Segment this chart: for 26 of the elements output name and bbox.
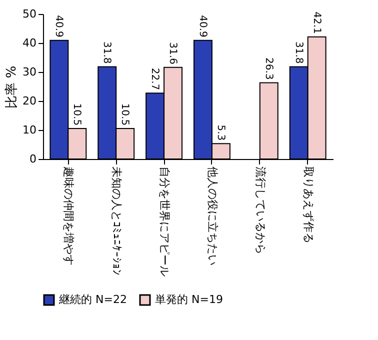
x-tick-label: 流行しているから: [254, 166, 267, 254]
y-tick-label: 40: [22, 36, 36, 50]
legend-label: 継続的 N=22: [58, 293, 127, 306]
data-label: 40.9: [53, 15, 64, 38]
legend-label: 単発的 N=19: [155, 293, 223, 306]
data-label: 31.8: [101, 42, 112, 64]
data-label: 22.7: [149, 68, 160, 90]
x-tick-label: 取りあえず作る: [302, 166, 315, 244]
y-tick-label: 30: [22, 66, 36, 78]
data-label: 42.1: [310, 12, 322, 34]
x-tick-label: 他人の役に立ちたい: [206, 166, 219, 266]
data-label: 5.3: [214, 124, 226, 141]
data-label: 10.5: [119, 103, 130, 126]
y-tick-label: 20: [22, 94, 36, 108]
data-label: 40.9: [196, 15, 208, 38]
y-tick-label: 10: [22, 124, 36, 136]
data-label: 31.6: [167, 42, 178, 64]
x-tick-label: 趣味の仲間を増やす: [62, 166, 76, 266]
y-tick-label: 0: [30, 152, 36, 166]
data-label: 26.3: [262, 57, 274, 80]
data-label: 10.5: [71, 103, 82, 126]
y-axis-title: 比率 %: [4, 66, 20, 108]
x-tick-label: 未知の人とｺﾐｭﾆｹｰｼｮﾝ: [110, 166, 124, 276]
data-label: 31.8: [292, 42, 304, 64]
x-tick-label: 自分を世界にアピール: [158, 166, 172, 276]
y-tick-label: 50: [22, 8, 36, 20]
